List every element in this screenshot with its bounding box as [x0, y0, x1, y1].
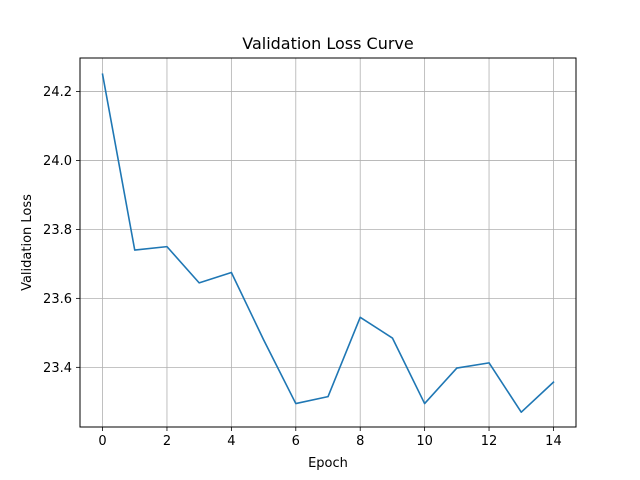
x-axis: 0 2 4 6 8 10 12 14 [98, 427, 562, 449]
plot-frame [79, 57, 577, 428]
x-tick-label: 8 [356, 434, 364, 449]
y-axis-label: Validation Loss [20, 194, 35, 291]
y-tick-label: 23.8 [43, 223, 72, 238]
y-tick-label: 23.6 [43, 292, 72, 307]
x-tick-label: 0 [98, 434, 106, 449]
y-axis: 23.4 23.6 23.8 24.0 24.2 [43, 85, 80, 376]
x-tick-label: 14 [545, 434, 562, 449]
x-tick-label: 10 [416, 434, 433, 449]
chart-title: Validation Loss Curve [242, 34, 413, 53]
series-layer [101, 73, 555, 413]
x-tick-label: 6 [292, 434, 300, 449]
y-tick-label: 24.2 [43, 85, 72, 100]
y-tick-label: 24.0 [43, 154, 72, 169]
series-line-0 [101, 73, 555, 413]
x-tick-label: 4 [227, 434, 235, 449]
grid [80, 58, 576, 427]
x-tick-label: 2 [163, 434, 171, 449]
x-axis-label: Epoch [308, 456, 348, 471]
x-tick-label: 12 [481, 434, 498, 449]
y-tick-label: 23.4 [43, 361, 72, 376]
